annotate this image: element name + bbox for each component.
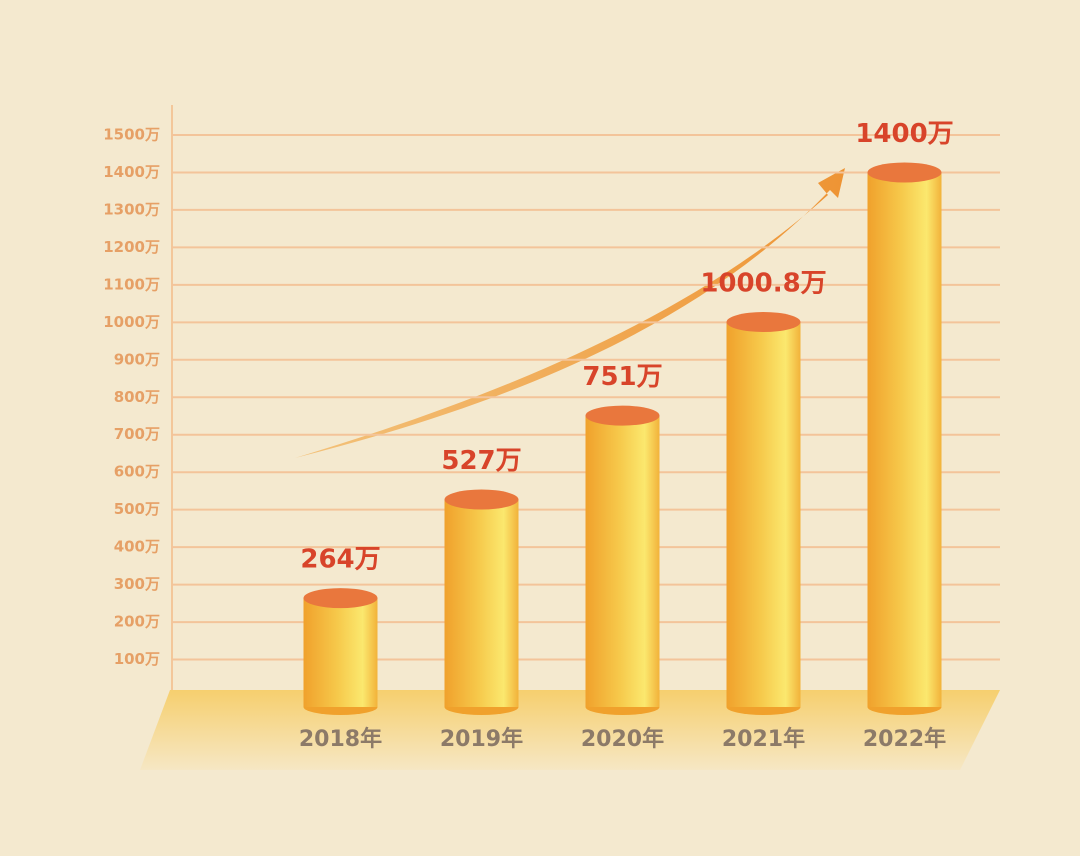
y-tick-label: 500万 (114, 500, 160, 518)
bar (303, 598, 378, 707)
bar-top (726, 312, 801, 333)
y-tick-label: 900万 (114, 350, 160, 368)
y-tick-label: 600万 (114, 463, 160, 481)
y-tick-label: 700万 (114, 425, 160, 443)
y-tick-label: 400万 (114, 538, 160, 556)
value-label: 527万 (441, 446, 521, 476)
y-tick-label: 100万 (114, 650, 160, 668)
value-label: 1400万 (855, 119, 953, 149)
x-tick-label: 2021年 (722, 726, 805, 752)
y-tick-label: 1200万 (103, 238, 160, 256)
bar-top (444, 489, 519, 510)
y-tick-label: 1400万 (103, 163, 160, 181)
bar (585, 415, 660, 707)
y-tick-label: 1500万 (103, 126, 160, 144)
y-tick-label: 800万 (114, 388, 160, 406)
y-tick-label: 1100万 (103, 275, 160, 293)
y-tick-label: 200万 (114, 613, 160, 631)
bar (726, 322, 801, 707)
y-tick-label: 1000万 (103, 313, 160, 331)
y-tick-label: 300万 (114, 575, 160, 593)
x-tick-label: 2022年 (863, 726, 946, 752)
bar (444, 499, 519, 707)
y-tick-label: 1300万 (103, 200, 160, 218)
x-tick-label: 2019年 (440, 726, 523, 752)
bar (867, 172, 942, 707)
value-label: 264万 (300, 545, 380, 575)
x-tick-label: 2018年 (299, 726, 382, 752)
value-label: 751万 (582, 362, 662, 392)
bar-top (303, 588, 378, 609)
bar-top (867, 162, 942, 183)
value-label: 1000.8万 (700, 269, 826, 299)
bar-top (585, 405, 660, 426)
x-tick-label: 2020年 (581, 726, 664, 752)
